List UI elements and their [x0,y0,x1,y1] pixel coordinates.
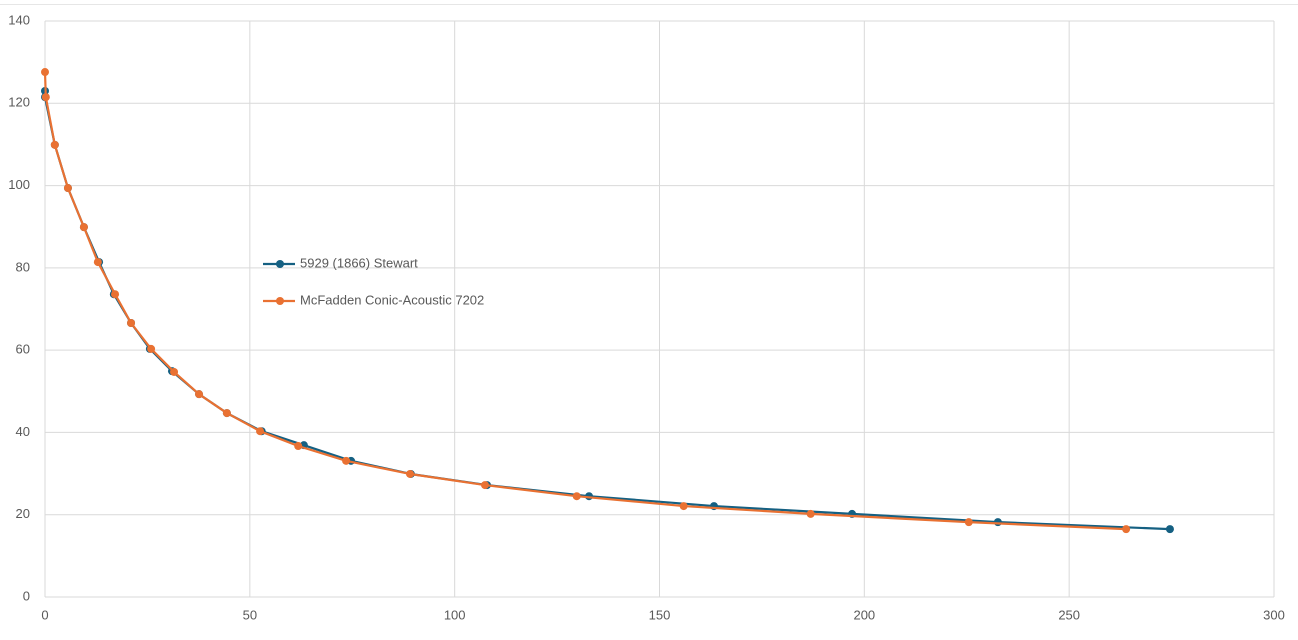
x-tick-label: 250 [1058,607,1080,622]
data-point [342,456,351,465]
data-point [195,390,204,399]
data-point [41,93,50,102]
series-line [43,71,1127,531]
y-tick-label: 100 [8,177,30,192]
data-point [63,184,72,193]
data-point [572,492,581,501]
data-point [294,442,303,451]
data-point [93,258,102,267]
data-point [147,344,156,353]
y-tick-label: 140 [8,12,30,27]
legend-label: 5929 (1866) Stewart [300,255,418,270]
data-point [964,518,973,527]
data-point [679,502,688,511]
data-point [256,427,265,436]
data-point [1165,525,1174,534]
y-tick-label: 0 [23,588,30,603]
legend-marker [276,297,284,305]
x-tick-label: 200 [853,607,875,622]
y-tick-label: 80 [16,259,30,274]
legend-label: McFadden Conic-Acoustic 7202 [300,292,484,307]
data-point [993,518,1002,527]
data-point [1122,525,1131,534]
data-point [127,318,136,327]
data-point [170,367,179,376]
data-point [50,140,59,149]
y-tick-label: 40 [16,424,30,439]
data-point [806,509,815,518]
x-tick-label: 150 [649,607,671,622]
x-tick-label: 300 [1263,607,1285,622]
y-tick-label: 20 [16,506,30,521]
x-tick-label: 50 [243,607,257,622]
x-tick-label: 100 [444,607,466,622]
legend-marker [276,260,284,268]
data-point [41,68,49,77]
data-point [111,290,120,299]
data-point [79,223,88,232]
y-tick-label: 120 [8,95,30,110]
y-tick-label: 60 [16,342,30,357]
data-point [406,469,415,478]
x-tick-label: 0 [41,607,48,622]
data-point [480,481,489,490]
data-point [222,409,231,418]
